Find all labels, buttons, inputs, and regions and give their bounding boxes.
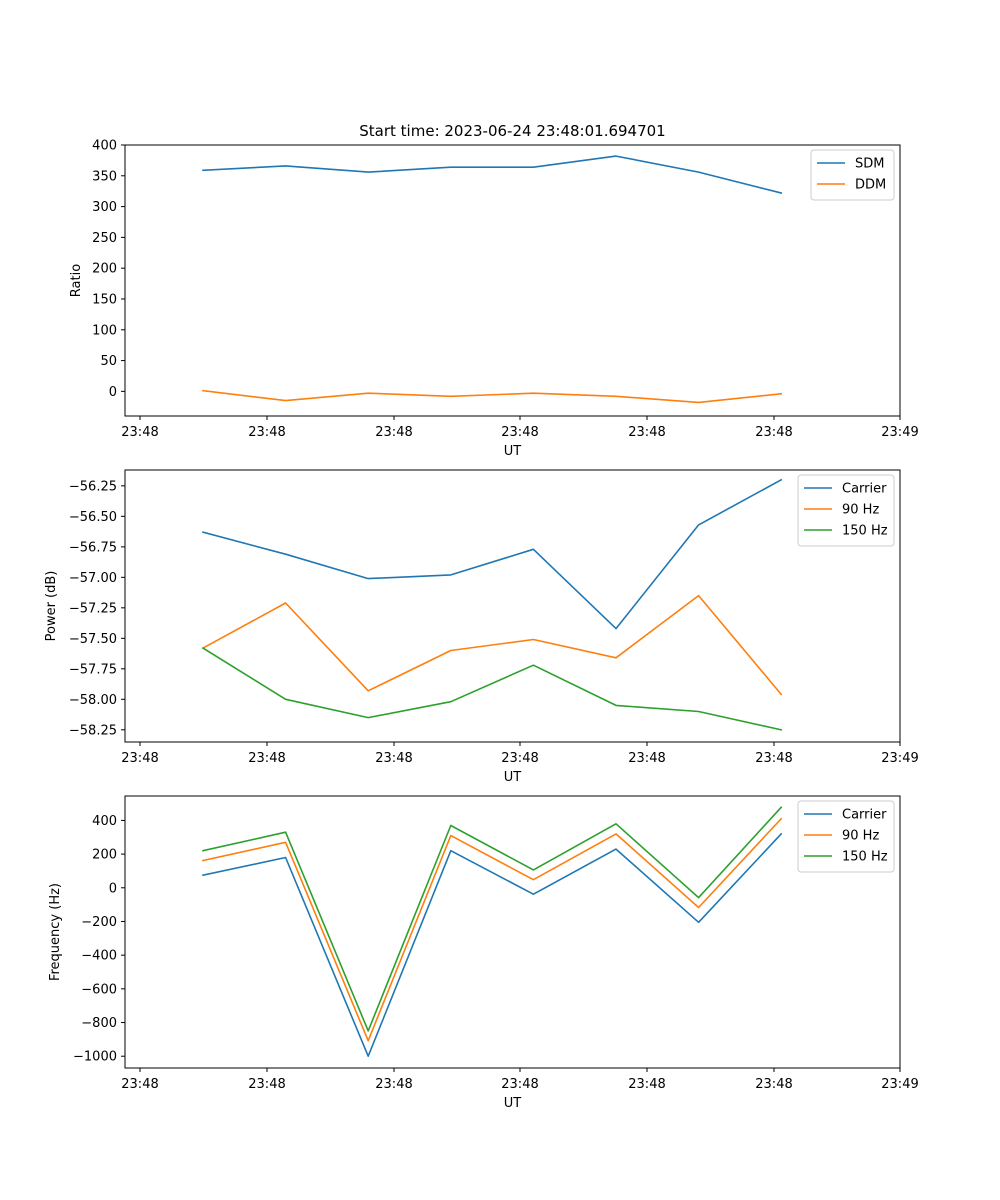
series-line-sdm	[202, 155, 783, 194]
y-tick-label: 0	[109, 881, 117, 896]
subplot-2: −58.25 −58.00 −57.75 −57.50 −57.25 −57.00 −56.…	[44, 469, 919, 785]
x-axis-label: UT	[504, 770, 522, 785]
plot-area-frame	[124, 469, 901, 743]
y-tick-label: −58.25	[69, 723, 117, 738]
legend: Carrier 90 Hz 150 Hz	[797, 474, 895, 547]
x-tick-label: 23:48	[755, 1077, 792, 1092]
legend-label: DDM	[855, 178, 886, 193]
legend-box	[797, 800, 895, 873]
y-tick-label: −56.50	[69, 510, 117, 525]
legend-label: SDM	[855, 157, 884, 172]
y-tick-label: 350	[92, 169, 117, 184]
x-tick-label: 23:48	[501, 425, 538, 440]
x-tick-label: 23:48	[755, 425, 792, 440]
x-tick-label: 23:48	[248, 751, 285, 766]
x-tick-label: 23:49	[881, 425, 918, 440]
legend: Carrier 90 Hz 150 Hz	[797, 800, 895, 873]
y-tick-label: 100	[92, 323, 117, 338]
y-tick-label: −56.75	[69, 540, 117, 555]
x-tick-label: 23:49	[881, 1077, 918, 1092]
series-line-carrier	[202, 832, 783, 1057]
series-line-150-hz	[202, 806, 783, 1032]
x-tick-label: 23:48	[628, 751, 665, 766]
y-axis-label: Ratio	[69, 264, 84, 297]
x-axis-label: UT	[504, 1096, 522, 1111]
x-tick-label: 23:48	[248, 425, 285, 440]
x-tick-label: 23:48	[121, 425, 158, 440]
x-tick-label: 23:48	[375, 1077, 412, 1092]
y-tick-label: 200	[92, 262, 117, 277]
y-tick-label: −800	[81, 1016, 117, 1031]
y-tick-label: 150	[92, 292, 117, 307]
x-tick-label: 23:48	[501, 1077, 538, 1092]
y-tick-label: 400	[92, 814, 117, 829]
x-tick-label: 23:48	[121, 1077, 158, 1092]
y-tick-label: 0	[109, 385, 117, 400]
x-tick-label: 23:48	[755, 751, 792, 766]
y-tick-label: −57.00	[69, 571, 117, 586]
legend-label: Carrier	[842, 808, 887, 823]
y-tick-label: −1000	[73, 1050, 117, 1065]
y-tick-label: −400	[81, 949, 117, 964]
x-tick-label: 23:48	[121, 751, 158, 766]
x-tick-label: 23:48	[248, 1077, 285, 1092]
subplot-3: −1000 −800 −600 −400 −200 0 200 400 23:48 23:48 23…	[48, 795, 919, 1111]
y-tick-label: 400	[92, 139, 117, 154]
legend: SDM DDM	[810, 149, 895, 201]
y-tick-label: 300	[92, 200, 117, 215]
y-tick-label: −58.00	[69, 693, 117, 708]
series-line-ddm	[202, 389, 783, 404]
x-tick-label: 23:48	[501, 751, 538, 766]
x-tick-label: 23:48	[628, 1077, 665, 1092]
y-tick-label: −57.25	[69, 601, 117, 616]
series-line-90-hz	[201, 594, 783, 696]
y-tick-label: 200	[92, 848, 117, 863]
x-tick-label: 23:48	[375, 425, 412, 440]
legend-label: Carrier	[842, 482, 887, 497]
y-axis-label: Power (dB)	[44, 571, 59, 642]
x-axis-label: UT	[504, 444, 522, 459]
y-tick-label: 50	[100, 354, 117, 369]
y-tick-label: 250	[92, 231, 117, 246]
y-tick-label: −200	[81, 915, 117, 930]
y-tick-label: −56.25	[69, 479, 117, 494]
plot-area-frame	[124, 144, 901, 417]
y-tick-label: −600	[81, 982, 117, 997]
legend-label: 90 Hz	[842, 829, 879, 844]
y-axis-label: Frequency (Hz)	[48, 883, 63, 981]
series-line-carrier	[202, 478, 783, 630]
series-line-150-hz	[201, 646, 783, 731]
legend-box	[797, 474, 895, 547]
y-tick-label: −57.50	[69, 632, 117, 647]
legend-label: 90 Hz	[842, 503, 879, 518]
chart-title: Start time: 2023-06-24 23:48:01.694701	[359, 122, 665, 140]
legend-label: 150 Hz	[842, 524, 888, 539]
x-tick-label: 23:48	[375, 751, 412, 766]
series-line-90-hz	[202, 817, 783, 1042]
subplot-1: Start time: 2023-06-24 23:48:01.694701 0 5…	[69, 122, 919, 459]
x-tick-label: 23:48	[628, 425, 665, 440]
y-tick-label: −57.75	[69, 662, 117, 677]
legend-label: 150 Hz	[842, 850, 888, 865]
x-tick-label: 23:49	[881, 751, 918, 766]
plot-area-frame	[124, 795, 901, 1069]
